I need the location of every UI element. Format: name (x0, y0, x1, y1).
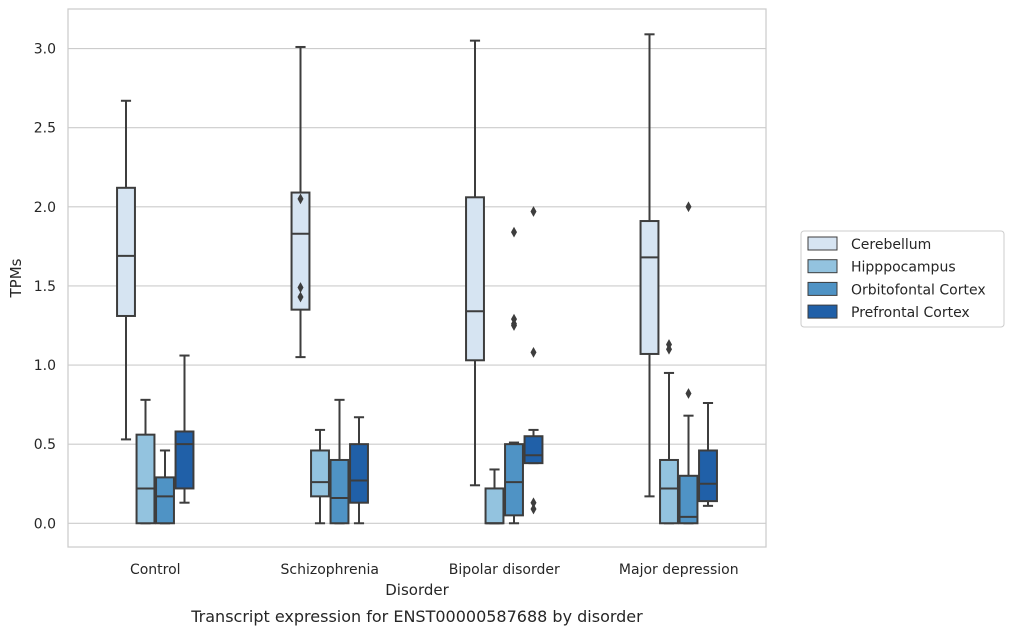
y-tick-label: 3.0 (34, 42, 56, 58)
legend-swatch (807, 259, 838, 274)
outlier-point (530, 497, 537, 509)
box-iqr (698, 449, 718, 503)
outlier-point (510, 226, 518, 238)
x-tick-label: Schizophrenia (281, 562, 379, 578)
box-iqr (135, 433, 156, 525)
y-tick-label: 0.0 (34, 516, 56, 532)
box-prefrontal-cortex (174, 354, 195, 504)
y-tick-label: 2.5 (34, 121, 56, 137)
y-tick-label: 2.0 (34, 200, 56, 216)
box-iqr (504, 443, 524, 517)
outlier-point (510, 313, 518, 325)
box-iqr (310, 449, 330, 498)
outlier-point (530, 346, 537, 358)
box-iqr (290, 191, 311, 311)
box-iqr (116, 186, 136, 317)
legend-frame (800, 230, 1005, 328)
legend-swatch (807, 236, 838, 251)
legend-label: Hipppocampus (851, 260, 956, 276)
box-series (116, 33, 718, 525)
box-prefrontal-cortex (523, 206, 544, 515)
x-tick-label: Control (130, 562, 181, 578)
box-prefrontal-cortex (349, 416, 369, 525)
box-iqr (523, 435, 544, 465)
box-hipppocampus (135, 398, 156, 525)
outlier-point (297, 282, 304, 293)
legend-swatch (807, 281, 838, 296)
box-iqr (155, 476, 175, 525)
x-tick-label: Bipolar disorder (449, 562, 560, 578)
box-iqr (174, 430, 195, 490)
x-tick-label: Major depression (619, 562, 739, 578)
box-orbitofontal-cortex (678, 201, 699, 525)
box-iqr (484, 487, 505, 525)
y-tick-label: 1.0 (34, 358, 56, 374)
box-iqr (465, 196, 485, 362)
y-tick-label: 0.5 (34, 437, 56, 453)
box-cerebellum (116, 99, 136, 441)
box-iqr (639, 220, 660, 355)
plot-area-frame (67, 8, 767, 548)
outlier-point (297, 291, 304, 303)
outlier-point (665, 339, 673, 350)
box-iqr (659, 458, 679, 525)
x-axis-title: Disorder (385, 581, 449, 599)
box-orbitofontal-cortex (329, 398, 350, 525)
box-cerebellum (290, 45, 311, 359)
outlier-point (297, 193, 304, 205)
box-iqr (349, 443, 369, 504)
gridlines (68, 48, 766, 524)
legend-label: Orbitofontal Cortex (851, 282, 986, 298)
box-iqr (678, 474, 699, 525)
outlier-point (685, 201, 692, 213)
box-iqr (329, 458, 350, 525)
y-axis-title: TPMs (7, 258, 25, 298)
legend-label: Prefrontal Cortex (851, 305, 970, 321)
box-orbitofontal-cortex (504, 226, 524, 525)
y-axis-ticks: 0.0 0.5 1.0 1.5 2.0 2.5 3.0 (34, 42, 56, 533)
legend-swatch (807, 304, 838, 319)
outlier-point (530, 206, 537, 217)
y-tick-label: 1.5 (34, 279, 56, 295)
chart-caption: Transcript expression for ENST0000058768… (190, 607, 643, 626)
box-hipppocampus (659, 339, 679, 525)
box-cerebellum (465, 39, 485, 487)
outlier-point (685, 388, 692, 399)
x-axis-ticks: Control Schizophrenia Bipolar disorder Majo… (130, 562, 739, 578)
box-hipppocampus (484, 468, 505, 525)
legend: Cerebellum Hipppocampus Orbitofontal Corte… (800, 230, 1005, 328)
box-hipppocampus (310, 428, 330, 525)
box-prefrontal-cortex (698, 402, 718, 507)
box-orbitofontal-cortex (155, 449, 175, 525)
legend-label: Cerebellum (851, 237, 931, 253)
outlier-point (530, 503, 537, 515)
box-cerebellum (639, 33, 660, 498)
